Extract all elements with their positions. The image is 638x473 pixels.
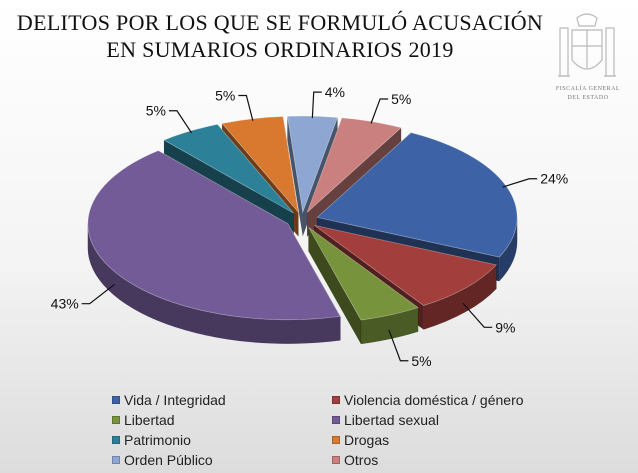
data-label: 5%: [215, 87, 235, 103]
legend-item: Violencia doméstica / género: [332, 392, 524, 408]
legend-swatch: [112, 396, 120, 404]
data-label: 5%: [146, 103, 166, 119]
data-label: 24%: [540, 171, 568, 187]
label-leader-line: [370, 98, 389, 124]
legend-swatch: [332, 416, 340, 424]
pie-slice: [308, 226, 419, 345]
legend-label: Orden Público: [124, 452, 213, 468]
legend-item: Vida / Integridad: [112, 392, 226, 408]
data-labels: 24% 9% 5% 43% 5% 5% 4% 5%: [51, 84, 569, 369]
data-label: 5%: [391, 91, 411, 107]
data-label: 43%: [51, 296, 79, 312]
coat-of-arms-icon: [558, 13, 616, 77]
label-leader-line: [238, 94, 254, 121]
chart-title-line-1: DELITOS POR LOS QUE SE FORMULÓ ACUSACIÓN: [16, 10, 544, 35]
legend-swatch: [332, 436, 340, 444]
logo-text-line-2: DEL ESTADO: [567, 95, 609, 101]
label-leader-line: [168, 110, 193, 134]
label-leader-line: [462, 302, 493, 328]
legend-item: Patrimonio: [112, 432, 191, 448]
pie-slices: [87, 115, 518, 345]
data-label: 5%: [411, 353, 431, 369]
data-label: 4%: [325, 84, 345, 100]
legend-swatch: [112, 436, 120, 444]
chart-title-line-2: EN SUMARIOS ORDINARIOS 2019: [106, 37, 454, 62]
legend-item: Libertad: [112, 412, 175, 428]
legend-swatch: [112, 416, 120, 424]
legend-item: Drogas: [332, 432, 389, 448]
legend-label: Libertad: [124, 412, 175, 428]
label-leader-line: [81, 283, 115, 305]
legend-label: Otros: [344, 452, 379, 468]
legend-item: Otros: [332, 452, 378, 468]
label-leader-line: [311, 91, 322, 119]
label-leader-line: [388, 329, 409, 362]
legend-swatch: [332, 456, 340, 464]
legend-label: Drogas: [344, 432, 390, 448]
legend-item: Orden Público: [112, 452, 213, 468]
logo-text-line-1: FISCALÍA GENERAL: [555, 86, 621, 92]
legend-label: Vida / Integridad: [124, 392, 226, 408]
legend-swatch: [112, 456, 120, 464]
legend-swatch: [332, 396, 340, 404]
pie-slice: [87, 150, 341, 344]
label-leader-line: [502, 178, 538, 188]
legend-label: Libertad sexual: [344, 412, 439, 428]
data-label: 9%: [495, 319, 515, 335]
legend-item: Libertad sexual: [332, 412, 439, 428]
legend-label: Patrimonio: [124, 432, 191, 448]
legend-label: Violencia doméstica / género: [344, 392, 524, 408]
